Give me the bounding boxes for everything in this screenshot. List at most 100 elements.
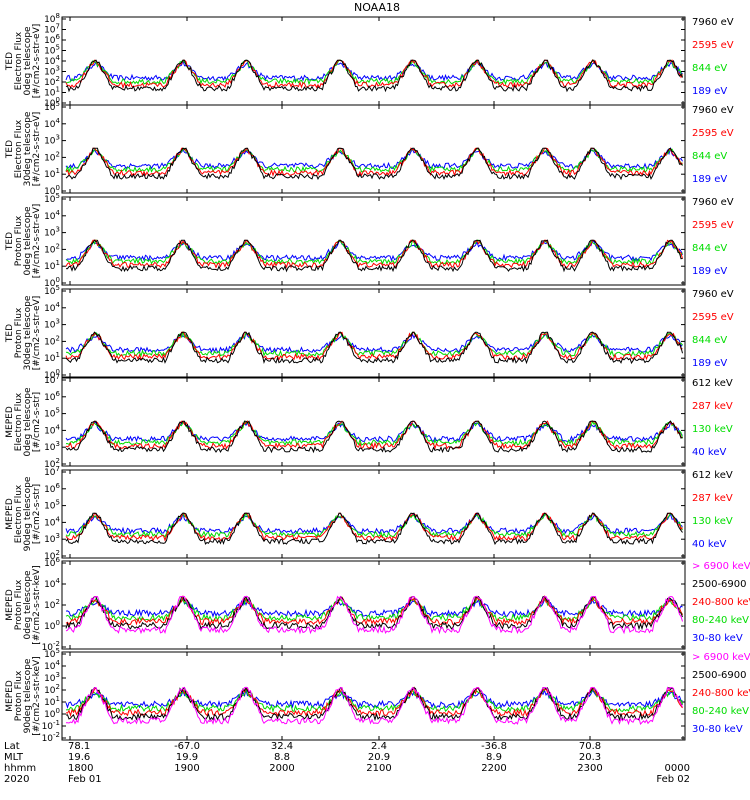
bottom-row-value: -36.8	[481, 741, 507, 752]
legend-entry: 130 keV	[692, 516, 733, 527]
bottom-row-value: Feb 02	[656, 774, 690, 785]
bottom-row-value: Feb 01	[68, 774, 102, 785]
panel-frame	[61, 288, 686, 378]
y-axis-label: TEDElectron Flux30deg telescope[#/cm2-s-…	[5, 111, 42, 186]
y-tick-label: 102	[44, 334, 60, 347]
y-tick-label: 106	[44, 33, 60, 46]
bottom-row-value: 20.3	[579, 752, 601, 763]
y-tick-label: 105	[44, 44, 60, 57]
legend-entry: 7960 eV	[692, 105, 734, 116]
y-tick-label: 101	[44, 167, 60, 180]
y-tick-label: 100	[44, 96, 60, 109]
flux-series-line	[66, 419, 683, 447]
flux-series-line	[66, 686, 683, 726]
y-tick-label: 105	[44, 192, 60, 205]
y-tick-label: 105	[44, 647, 60, 660]
flux-series-line	[65, 331, 683, 361]
y-tick-label: 105	[44, 100, 60, 113]
flux-series-line	[65, 239, 683, 273]
y-tick-label: 103	[44, 532, 60, 545]
legend-entry: > 6900 keV	[692, 652, 750, 663]
y-tick-label: 100	[44, 276, 60, 289]
y-tick-label: 104	[44, 423, 60, 436]
legend-entry: 189 eV	[692, 86, 727, 97]
flux-series-line	[65, 147, 683, 181]
legend-entry: 2595 eV	[692, 220, 734, 231]
y-axis-label: MEPEDElectron Flux0deg telescope[#/cm2-s…	[5, 387, 42, 457]
flux-series-line	[65, 331, 683, 365]
bottom-row-value: 8.8	[274, 752, 290, 763]
legend-entry: 2500-6900	[692, 579, 747, 590]
bottom-row-value: 78.1	[68, 741, 90, 752]
flux-series-line	[65, 238, 683, 266]
y-axis-label: MEPEDProton Flux90deg telescope[#/cm2-s-…	[5, 656, 42, 735]
flux-series-line	[65, 59, 683, 93]
bottom-row-value: 20.9	[368, 752, 390, 763]
flux-series-line	[65, 239, 683, 270]
legend-entry: 189 eV	[692, 358, 727, 369]
y-tick-label: 101	[44, 259, 60, 272]
legend-entry: 240-800 keV	[692, 688, 750, 699]
bottom-row-value: 2300	[577, 763, 602, 774]
y-tick-label: 107	[44, 373, 60, 386]
flux-series-line	[65, 512, 683, 542]
legend-entry: 612 keV	[692, 378, 733, 389]
y-tick-label: 10-2	[42, 640, 60, 653]
y-tick-label: 104	[44, 515, 60, 528]
legend-entry: 80-240 keV	[692, 706, 749, 717]
legend-entry: 80-240 keV	[692, 615, 749, 626]
flux-series-line	[65, 331, 683, 355]
y-tick-label: 105	[44, 407, 60, 420]
legend-entry: 240-800 keV	[692, 597, 750, 608]
chart-title: NOAA18	[354, 1, 400, 14]
legend-entry: 2595 eV	[692, 40, 734, 51]
y-tick-label: 103	[44, 226, 60, 239]
y-tick-label: 100	[44, 619, 60, 632]
bottom-row-value: 32.4	[271, 741, 293, 752]
y-tick-label: 104	[44, 117, 60, 130]
y-tick-label: 102	[44, 598, 60, 611]
y-tick-label: 107	[44, 23, 60, 36]
bottom-row-value: 70.8	[579, 741, 601, 752]
bottom-row-label: hhmm	[4, 763, 36, 774]
y-tick-label: 102	[44, 457, 60, 470]
panel-frame	[61, 469, 686, 559]
y-tick-label: 101	[44, 695, 60, 708]
y-tick-label: 107	[44, 465, 60, 478]
y-tick-label: 103	[44, 134, 60, 147]
bottom-row-value: 0000	[665, 763, 690, 774]
bottom-row-label: 2020	[4, 774, 29, 785]
y-tick-label: 103	[44, 65, 60, 78]
y-tick-label: 105	[44, 499, 60, 512]
bottom-row-value: 8.9	[486, 752, 502, 763]
y-tick-label: 103	[44, 318, 60, 331]
bottom-row-label: Lat	[4, 741, 20, 752]
legend-entry: 844 eV	[692, 243, 727, 254]
y-tick-label: 10-1	[42, 719, 60, 732]
y-tick-label: 100	[44, 184, 60, 197]
y-tick-label: 103	[44, 671, 60, 684]
bottom-row-value: 2100	[366, 763, 391, 774]
y-tick-label: 104	[44, 209, 60, 222]
y-tick-label: 10-2	[42, 731, 60, 744]
y-tick-label: 104	[44, 659, 60, 672]
flux-series-line	[65, 330, 683, 358]
y-tick-label: 102	[44, 683, 60, 696]
flux-series-line	[65, 59, 683, 86]
bottom-row-value: 19.6	[68, 752, 90, 763]
legend-entry: 2595 eV	[692, 312, 734, 323]
y-tick-label: 103	[44, 440, 60, 453]
legend-entry: 189 eV	[692, 266, 727, 277]
y-tick-label: 102	[44, 549, 60, 562]
bottom-row-label: MLT	[4, 752, 24, 763]
y-tick-label: 101	[44, 351, 60, 364]
legend-entry: 844 eV	[692, 63, 727, 74]
y-tick-label: 105	[44, 284, 60, 297]
legend-entry: 2500-6900	[692, 670, 747, 681]
